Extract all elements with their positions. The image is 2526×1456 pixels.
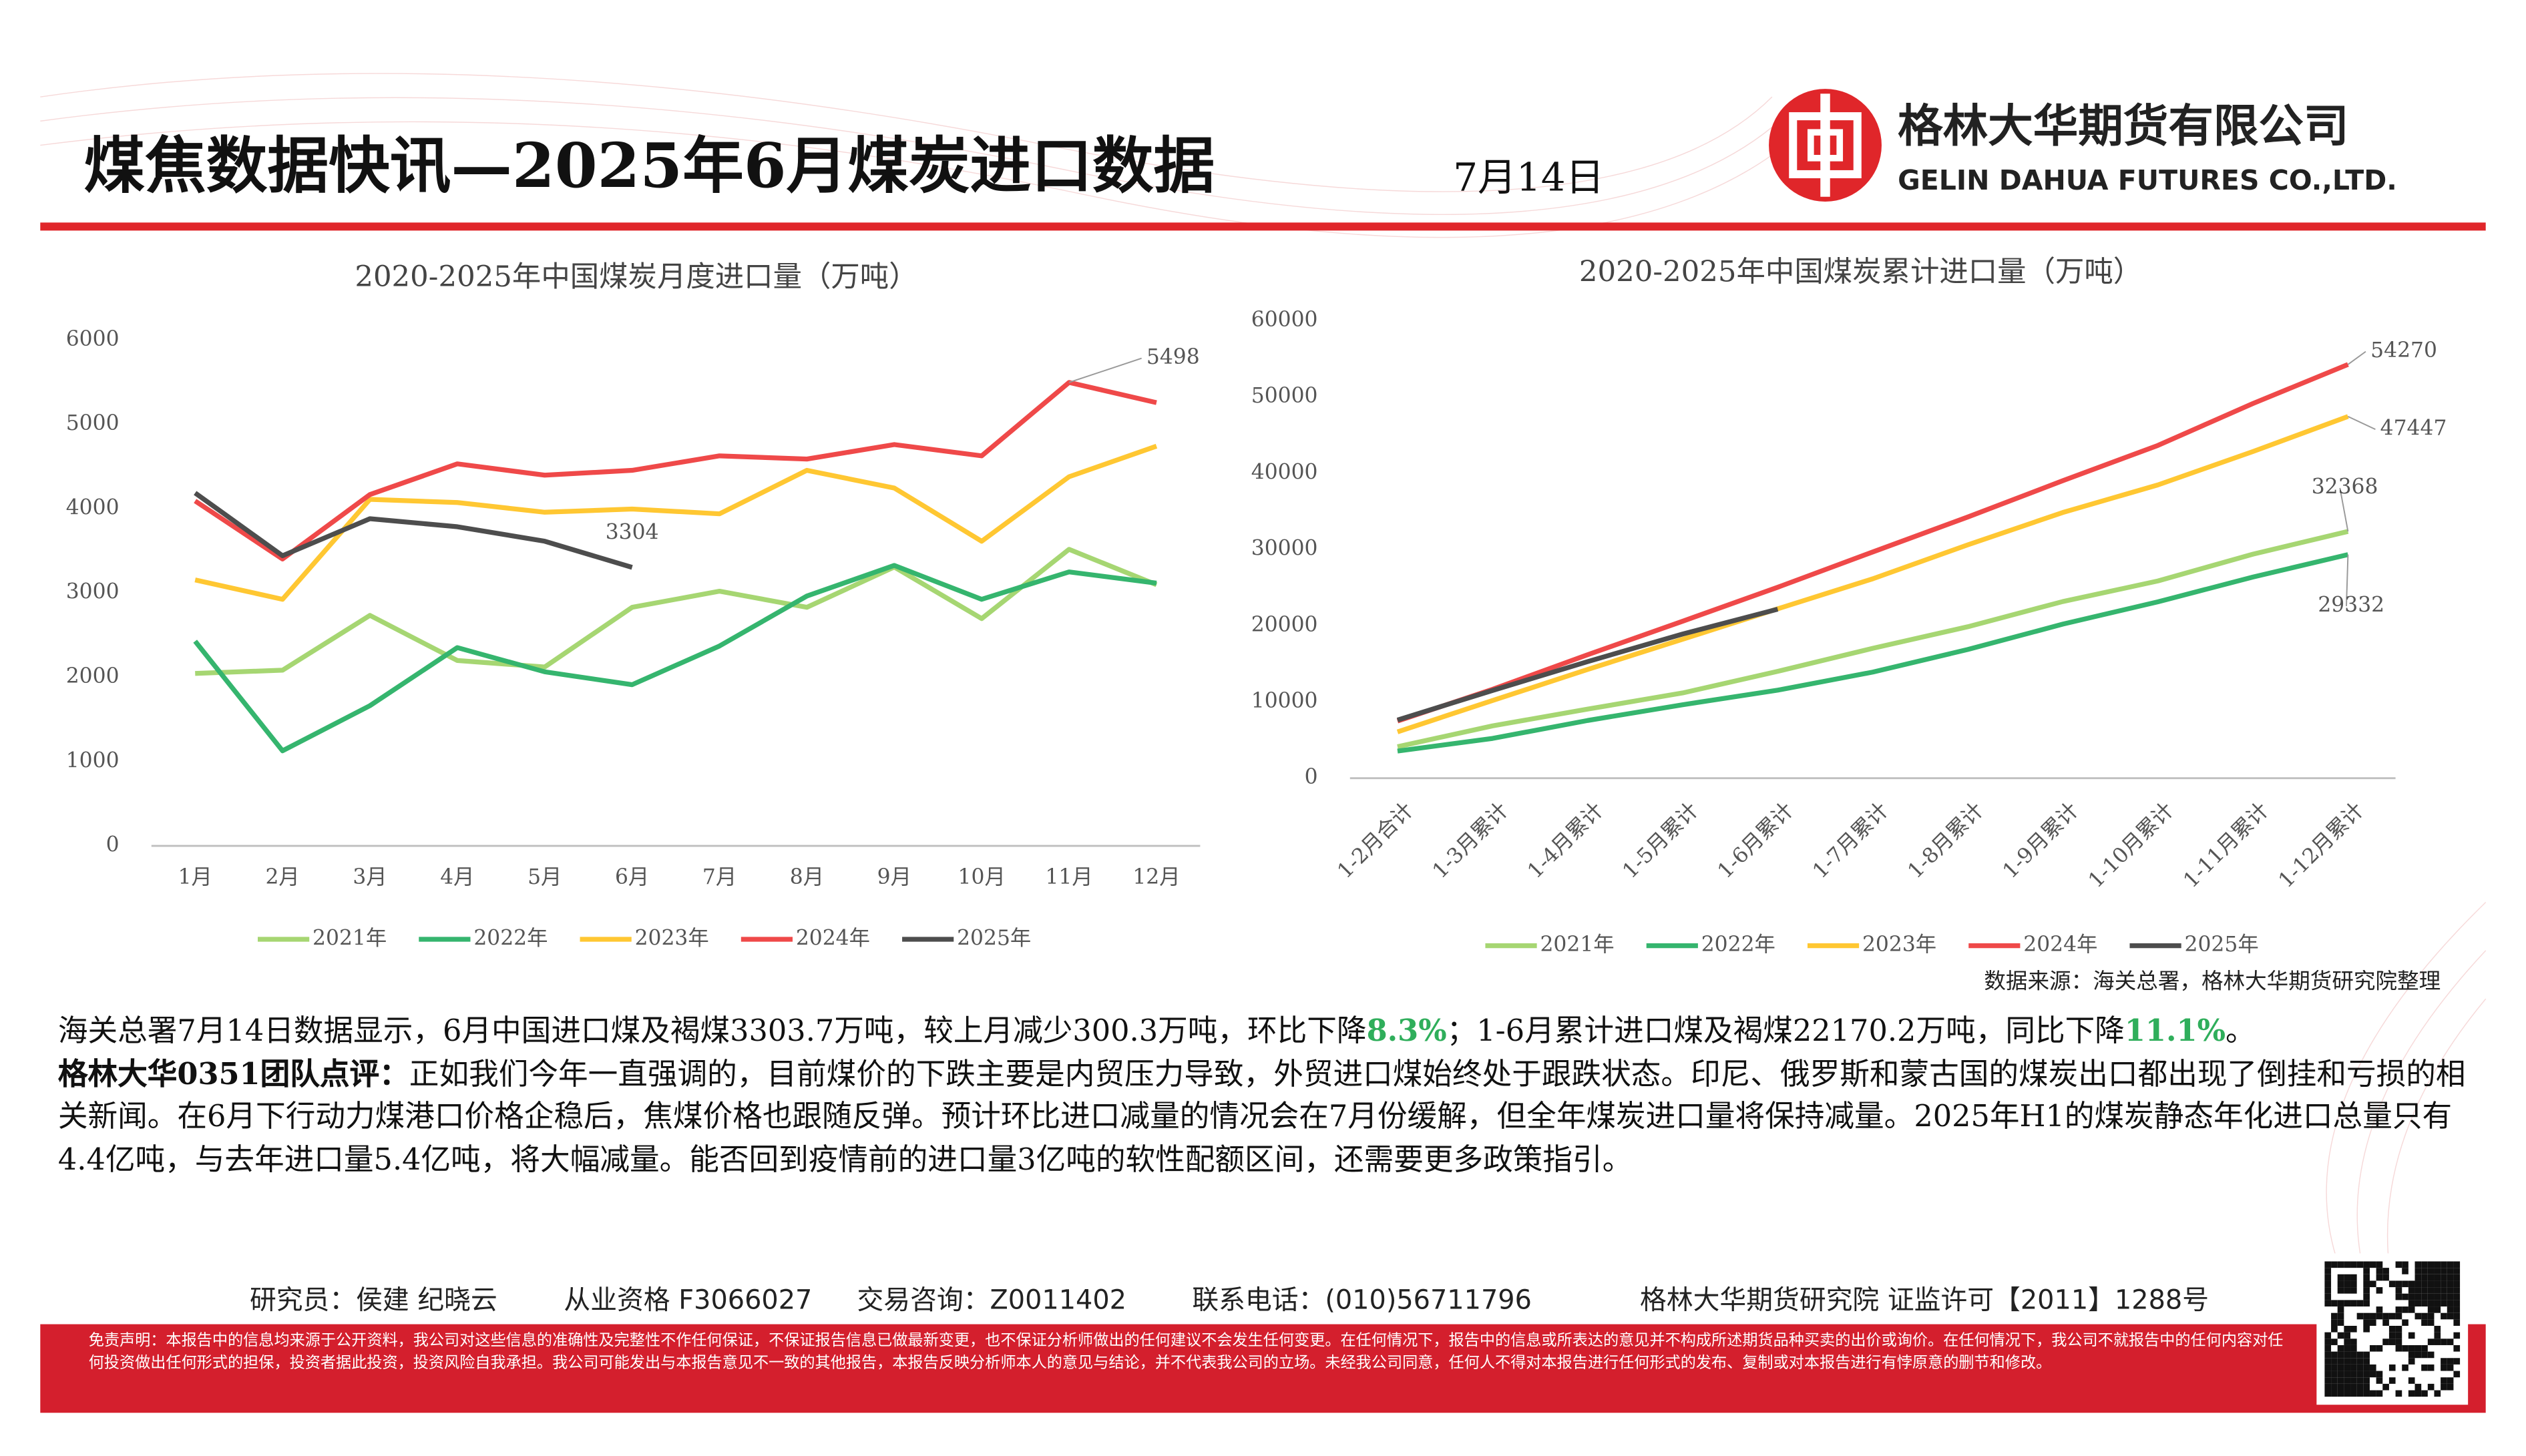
label-leader (2339, 487, 2349, 532)
legend-label: 2025年 (2185, 933, 2259, 957)
highlight: 8.3% (1366, 1015, 1447, 1049)
summary-text: ；1-6月累计进口煤及褐煤22170.2万吨，同比下降 (1446, 1015, 2125, 1049)
x-tick-label: 3月 (353, 865, 387, 889)
legend-label: 2023年 (1862, 933, 1936, 957)
disclaimer-band (40, 1324, 2486, 1413)
y-tick-label: 40000 (1251, 460, 1318, 484)
y-tick-label: 1000 (66, 748, 120, 772)
title: 煤焦数据快讯—2025年6月煤炭进口数据 (83, 130, 1215, 202)
highlight: 11.1% (2124, 1015, 2226, 1049)
phone: 联系电话：(010)56711796 (1192, 1284, 1532, 1315)
consult: 交易咨询：Z0011402 (857, 1284, 1127, 1315)
legend-label: 2023年 (635, 926, 709, 950)
comment-lead: 格林大华0351团队点评： (57, 1057, 409, 1091)
company-en: GELIN DAHUA FUTURES CO.,LTD. (1898, 164, 2397, 196)
summary: 海关总署7月14日数据显示，6月中国进口煤及褐煤3303.7万吨，较上月减少30… (58, 1012, 2475, 1055)
y-tick-label: 20000 (1251, 613, 1318, 637)
series-line (195, 547, 1158, 676)
x-tick-label: 8月 (790, 865, 824, 889)
series-line (1396, 607, 1779, 723)
logo (1769, 89, 1882, 202)
series-line (1396, 414, 2349, 734)
license: 从业资格 F3066027 (564, 1284, 812, 1315)
y-tick-label: 6000 (66, 327, 120, 351)
data-label: 3304 (606, 521, 659, 545)
legend-label: 2021年 (1540, 933, 1614, 957)
disclaimer-box: 免责声明：本报告中的信息均来源于公开资料，我公司对这些信息的准确性及完整性不作任… (88, 1332, 2284, 1373)
data-label: 47447 (2380, 417, 2447, 441)
x-tick-label: 10月 (958, 865, 1006, 889)
y-tick-label: 0 (106, 833, 120, 857)
legend-label: 2024年 (796, 926, 870, 950)
data-label: 54270 (2370, 338, 2437, 362)
series-line (1396, 362, 2349, 724)
x-tick-label: 9月 (877, 865, 911, 889)
header-rule (40, 222, 2486, 231)
institute: 格林大华期货研究院 证监许可【2011】1288号 (1640, 1284, 2209, 1315)
footer: 研究员：侯建 纪晓云 从业资格 F3066027 交易咨询：Z0011402 联… (250, 1284, 2209, 1315)
legend-label: 2024年 (2023, 933, 2097, 957)
legend-label: 2025年 (957, 926, 1031, 950)
x-tick-label: 11月 (1045, 865, 1092, 889)
y-tick-label: 0 (1305, 765, 1318, 789)
y-tick-label: 10000 (1251, 689, 1318, 713)
series-line (194, 443, 1158, 602)
chart-title: 2020-2025年中国煤炭累计进口量（万吨） (1579, 256, 2142, 289)
comment: 格林大华0351团队点评：正如我们今年一直强调的，目前煤价的下跌主要是内贸压力导… (58, 1054, 2475, 1182)
chart-title: 2020-2025年中国煤炭月度进口量（万吨） (355, 260, 917, 294)
company-cn: 格林大华期货有限公司 (1898, 99, 2348, 152)
decoration (40, 73, 2487, 1321)
disclaimer: 免责声明：本报告中的信息均来源于公开资料，我公司对这些信息的准确性及完整性不作任… (88, 1332, 2284, 1373)
series-line (194, 491, 633, 570)
y-tick-label: 3000 (66, 580, 120, 604)
x-tick-label: 2月 (265, 865, 299, 889)
y-tick-label: 5000 (66, 411, 120, 435)
label-leader (2346, 554, 2349, 606)
series-line (1397, 529, 2349, 750)
x-tick-label: 7月 (702, 865, 736, 889)
summary-text: 。 (2226, 1015, 2256, 1049)
sheet (40, 40, 2486, 1413)
text-block: 海关总署7月14日数据显示，6月中国进口煤及褐煤3303.7万吨，较上月减少30… (58, 1012, 2475, 1182)
label-leader (1068, 357, 1142, 383)
legend-label: 2022年 (473, 926, 548, 950)
researcher: 研究员：侯建 纪晓云 (250, 1284, 497, 1315)
x-tick-label: 4月 (440, 865, 474, 889)
label-leader (2347, 415, 2376, 431)
summary-text: 海关总署7月14日数据显示，6月中国进口煤及褐煤3303.7万吨，较上月减少30… (57, 1015, 1367, 1049)
series-line (1397, 552, 2349, 754)
data-label: 29332 (2318, 593, 2384, 617)
x-tick-label: 6月 (615, 865, 649, 889)
data-label: 32368 (2312, 475, 2378, 499)
label-leader (2347, 350, 2366, 365)
comment-text: 正如我们今年一直强调的，目前煤价的下跌主要是内贸压力导致，外贸进口煤始终处于跟跌… (57, 1057, 2466, 1177)
qr-code (2316, 1253, 2469, 1405)
y-tick-label: 4000 (66, 495, 120, 519)
date: 7月14日 (1453, 155, 1604, 200)
y-tick-label: 30000 (1251, 537, 1318, 561)
data-label: 5498 (1146, 345, 1200, 369)
y-tick-label: 50000 (1251, 384, 1318, 408)
y-tick-label: 2000 (66, 664, 120, 688)
series-line (193, 563, 1157, 754)
x-tick-label: 12月 (1132, 865, 1180, 889)
series-line (194, 380, 1157, 561)
y-tick-label: 60000 (1251, 308, 1318, 332)
legend-label: 2022年 (1701, 933, 1775, 957)
source: 数据来源：海关总署，格林大华期货研究院整理 (1984, 969, 2441, 994)
x-tick-label: 1月 (178, 865, 212, 889)
x-tick-label: 5月 (528, 865, 562, 889)
legend-label: 2021年 (312, 926, 387, 950)
